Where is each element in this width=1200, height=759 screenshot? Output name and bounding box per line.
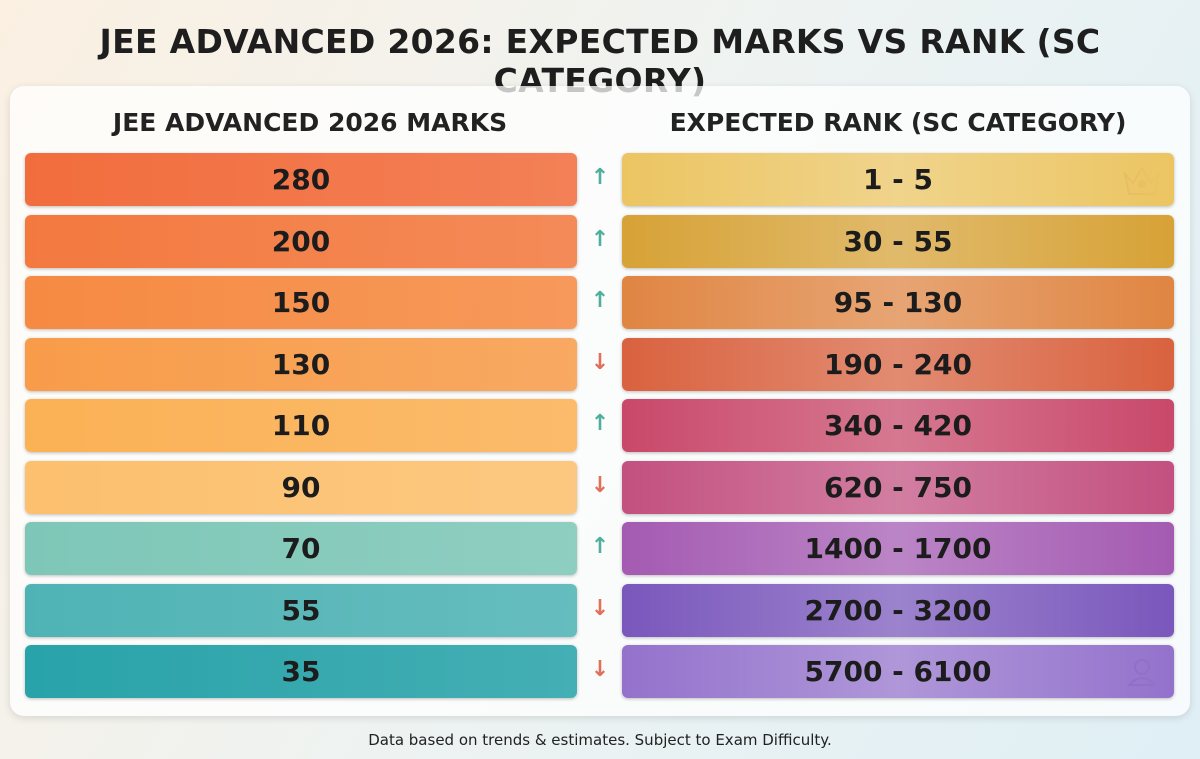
marks-cell: 35	[25, 645, 577, 698]
rank-cell: 620 - 750	[622, 460, 1174, 514]
trend-arrow: ↓	[590, 472, 610, 498]
trend-arrow: ↑	[590, 165, 610, 190]
title: JEE ADVANCED 2026: EXPECTED MARKS VS RAN…	[99, 22, 1101, 100]
marks-cell: 90	[25, 460, 577, 514]
marks-cell: 280	[25, 153, 577, 206]
trend-arrow: ↑	[590, 288, 610, 313]
rank-cell: 190 - 240	[622, 337, 1174, 391]
rank-cell: 30 - 55	[622, 214, 1174, 268]
trend-arrow: ↑	[590, 534, 610, 559]
rank-cell: 1400 - 1700	[622, 522, 1174, 575]
trend-arrow: ↓	[590, 657, 610, 682]
trend-arrow: ↓	[590, 349, 610, 375]
rank-cell: 1 - 5	[622, 153, 1174, 206]
marks-cell: 70	[25, 522, 577, 575]
trend-arrow: ↑	[590, 226, 610, 252]
footer: Data based on trends & estimates. Subjec…	[368, 731, 832, 749]
column-header: EXPECTED RANK (SC CATEGORY)	[669, 108, 1127, 137]
rank-cell: 340 - 420	[622, 399, 1174, 452]
column-header: JEE ADVANCED 2026 MARKS	[112, 108, 508, 137]
marks-cell: 130	[25, 337, 577, 391]
rank-cell: 2700 - 3200	[622, 583, 1174, 637]
trend-arrow: ↓	[590, 595, 610, 621]
rank-cell: 95 - 130	[622, 276, 1174, 329]
trend-arrow: ↑	[590, 411, 610, 436]
marks-cell: 110	[25, 399, 577, 452]
marks-cell: 200	[25, 214, 577, 268]
rank-cell: 5700 - 6100	[622, 645, 1174, 698]
marks-cell: 150	[25, 276, 577, 329]
marks-cell: 55	[25, 583, 577, 637]
